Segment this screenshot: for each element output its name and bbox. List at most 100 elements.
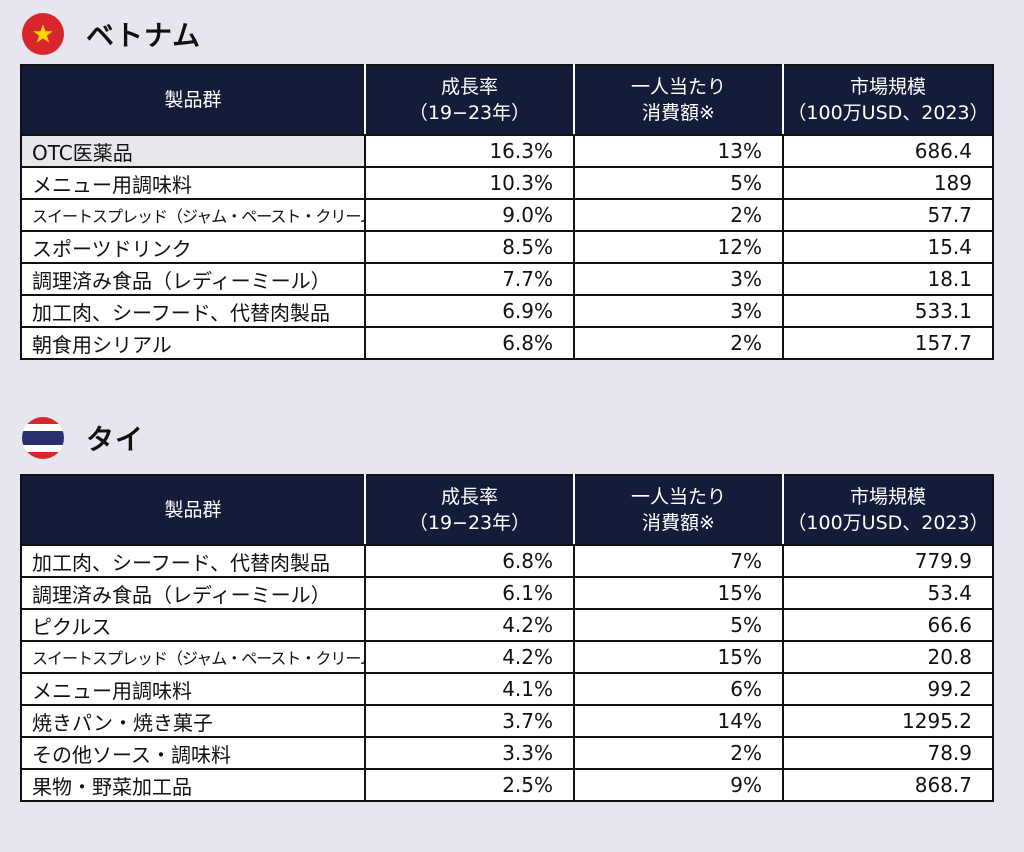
- table-header-row: 製品群 成長率 （19−23年） 一人当たり 消費額※ 市場規模 （100万US…: [20, 474, 994, 546]
- spend-cell: 15%: [573, 640, 784, 674]
- header-market-line1: 市場規模: [849, 486, 926, 508]
- table-row: 加工肉、シーフード、代替肉製品 6.9% 3% 533.1: [20, 294, 994, 328]
- header-growth: 成長率 （19−23年）: [364, 474, 575, 546]
- product-cell: 焼きパン・焼き菓子: [20, 704, 366, 738]
- growth-cell: 3.3%: [364, 736, 575, 770]
- market-cell: 779.9: [782, 544, 994, 578]
- growth-cell: 7.7%: [364, 262, 575, 296]
- header-market-line1: 市場規模: [849, 76, 926, 98]
- header-product-label: 製品群: [164, 89, 222, 111]
- growth-cell: 6.9%: [364, 294, 575, 328]
- spend-cell: 14%: [573, 704, 784, 738]
- growth-cell: 6.8%: [364, 326, 575, 360]
- product-cell: OTC医薬品: [20, 134, 366, 168]
- spend-cell: 6%: [573, 672, 784, 706]
- spend-cell: 3%: [573, 294, 784, 328]
- thailand-table: 製品群 成長率 （19−23年） 一人当たり 消費額※ 市場規模 （100万US…: [20, 474, 994, 802]
- table-header-row: 製品群 成長率 （19−23年） 一人当たり 消費額※ 市場規模 （100万US…: [20, 64, 994, 136]
- thailand-flag-icon: [22, 417, 64, 459]
- section-title-vietnam: ベトナム: [22, 12, 201, 56]
- table-row: スイートスプレッド（ジャム・ペースト・クリーム等） 4.2% 15% 20.8: [20, 640, 994, 674]
- product-cell: 調理済み食品（レディーミール）: [20, 576, 366, 610]
- market-cell: 868.7: [782, 768, 994, 802]
- spend-cell: 13%: [573, 134, 784, 168]
- header-product-label: 製品群: [164, 499, 222, 521]
- vietnam-table: 製品群 成長率 （19−23年） 一人当たり 消費額※ 市場規模 （100万US…: [20, 64, 994, 360]
- growth-cell: 4.1%: [364, 672, 575, 706]
- product-cell: 加工肉、シーフード、代替肉製品: [20, 544, 366, 578]
- spend-cell: 5%: [573, 166, 784, 200]
- spend-cell: 5%: [573, 608, 784, 642]
- spend-cell: 2%: [573, 736, 784, 770]
- growth-cell: 10.3%: [364, 166, 575, 200]
- header-spend-line2: 消費額※: [642, 512, 715, 534]
- table-row: 朝食用シリアル 6.8% 2% 157.7: [20, 326, 994, 360]
- product-cell: 果物・野菜加工品: [20, 768, 366, 802]
- growth-cell: 4.2%: [364, 608, 575, 642]
- growth-cell: 6.1%: [364, 576, 575, 610]
- header-product: 製品群: [20, 474, 366, 546]
- header-market: 市場規模 （100万USD、2023）: [782, 474, 994, 546]
- market-cell: 189: [782, 166, 994, 200]
- header-market-line2: （100万USD、2023）: [787, 102, 989, 124]
- growth-cell: 6.8%: [364, 544, 575, 578]
- header-growth-line2: （19−23年）: [408, 102, 531, 124]
- product-cell: ピクルス: [20, 608, 366, 642]
- header-growth-line1: 成長率: [440, 486, 498, 508]
- table-row: 調理済み食品（レディーミール） 7.7% 3% 18.1: [20, 262, 994, 296]
- header-spend-line2: 消費額※: [642, 102, 715, 124]
- growth-cell: 8.5%: [364, 230, 575, 264]
- spend-cell: 7%: [573, 544, 784, 578]
- spend-cell: 12%: [573, 230, 784, 264]
- growth-cell: 2.5%: [364, 768, 575, 802]
- header-market-line2: （100万USD、2023）: [787, 512, 989, 534]
- spend-cell: 3%: [573, 262, 784, 296]
- header-spend: 一人当たり 消費額※: [573, 64, 784, 136]
- table-row: スイートスプレッド（ジャム・ペースト・クリーム等） 9.0% 2% 57.7: [20, 198, 994, 232]
- spend-cell: 2%: [573, 198, 784, 232]
- table-row: メニュー用調味料 4.1% 6% 99.2: [20, 672, 994, 706]
- spend-cell: 15%: [573, 576, 784, 610]
- table-row: ピクルス 4.2% 5% 66.6: [20, 608, 994, 642]
- table-row: 加工肉、シーフード、代替肉製品 6.8% 7% 779.9: [20, 544, 994, 578]
- table-row: 焼きパン・焼き菓子 3.7% 14% 1295.2: [20, 704, 994, 738]
- growth-cell: 4.2%: [364, 640, 575, 674]
- product-cell: 朝食用シリアル: [20, 326, 366, 360]
- spend-cell: 2%: [573, 326, 784, 360]
- market-cell: 533.1: [782, 294, 994, 328]
- table-row: スポーツドリンク 8.5% 12% 15.4: [20, 230, 994, 264]
- market-cell: 53.4: [782, 576, 994, 610]
- growth-cell: 16.3%: [364, 134, 575, 168]
- header-spend-line1: 一人当たり: [630, 76, 726, 98]
- vietnam-flag-icon: [22, 13, 64, 55]
- market-cell: 78.9: [782, 736, 994, 770]
- header-growth: 成長率 （19−23年）: [364, 64, 575, 136]
- table-row: OTC医薬品 16.3% 13% 686.4: [20, 134, 994, 168]
- market-cell: 15.4: [782, 230, 994, 264]
- product-cell: 調理済み食品（レディーミール）: [20, 262, 366, 296]
- market-cell: 57.7: [782, 198, 994, 232]
- growth-cell: 9.0%: [364, 198, 575, 232]
- product-cell: 加工肉、シーフード、代替肉製品: [20, 294, 366, 328]
- table-row: その他ソース・調味料 3.3% 2% 78.9: [20, 736, 994, 770]
- market-cell: 99.2: [782, 672, 994, 706]
- header-growth-line1: 成長率: [440, 76, 498, 98]
- section-name: タイ: [86, 423, 145, 456]
- header-market: 市場規模 （100万USD、2023）: [782, 64, 994, 136]
- market-cell: 686.4: [782, 134, 994, 168]
- product-cell: メニュー用調味料: [20, 166, 366, 200]
- market-cell: 66.6: [782, 608, 994, 642]
- table-row: 果物・野菜加工品 2.5% 9% 868.7: [20, 768, 994, 802]
- market-cell: 18.1: [782, 262, 994, 296]
- header-product: 製品群: [20, 64, 366, 136]
- market-cell: 20.8: [782, 640, 994, 674]
- product-cell: メニュー用調味料: [20, 672, 366, 706]
- table-row: メニュー用調味料 10.3% 5% 189: [20, 166, 994, 200]
- market-cell: 157.7: [782, 326, 994, 360]
- product-cell: その他ソース・調味料: [20, 736, 366, 770]
- header-spend-line1: 一人当たり: [630, 486, 726, 508]
- growth-cell: 3.7%: [364, 704, 575, 738]
- section-name: ベトナム: [86, 19, 202, 52]
- table-row: 調理済み食品（レディーミール） 6.1% 15% 53.4: [20, 576, 994, 610]
- product-cell: スポーツドリンク: [20, 230, 366, 264]
